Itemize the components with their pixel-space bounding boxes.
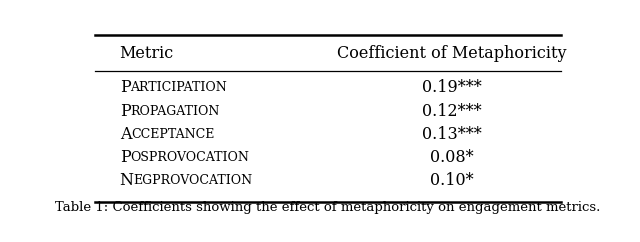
Text: N: N xyxy=(120,172,134,189)
Text: OSPROVOCATION: OSPROVOCATION xyxy=(131,151,250,164)
Text: ROPAGATION: ROPAGATION xyxy=(131,105,220,118)
Text: Metric: Metric xyxy=(120,45,174,62)
Text: 0.19***: 0.19*** xyxy=(422,79,482,96)
Text: Table 1: Coefficients showing the effect of metaphoricity on engagement metrics.: Table 1: Coefficients showing the effect… xyxy=(55,201,601,213)
Text: ARTICIPATION: ARTICIPATION xyxy=(131,81,227,94)
Text: Coefficient of Metaphoricity: Coefficient of Metaphoricity xyxy=(337,45,567,62)
Text: P: P xyxy=(120,79,131,96)
Text: CCEPTANCE: CCEPTANCE xyxy=(131,128,214,141)
Text: 0.13***: 0.13*** xyxy=(422,126,482,143)
Text: P: P xyxy=(120,149,131,166)
Text: EGPROVOCATION: EGPROVOCATION xyxy=(134,174,253,187)
Text: P: P xyxy=(120,103,131,120)
Text: A: A xyxy=(120,126,131,143)
Text: 0.12***: 0.12*** xyxy=(422,103,482,120)
Text: 0.10*: 0.10* xyxy=(430,172,474,189)
Text: 0.08*: 0.08* xyxy=(430,149,474,166)
